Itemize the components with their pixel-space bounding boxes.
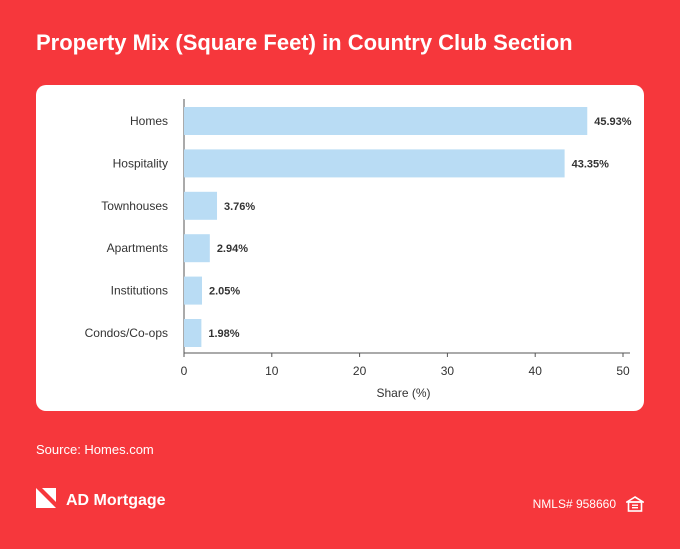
nmls-number: NMLS# 958660 xyxy=(532,497,616,511)
source-note: Source: Homes.com xyxy=(36,442,154,457)
category-label: Townhouses xyxy=(101,199,168,213)
data-label: 45.93% xyxy=(594,116,632,128)
category-label: Hospitality xyxy=(113,156,168,170)
chart-card: Homes 45.93% Hospitality 43.35% Townhouses 3.… xyxy=(36,85,644,411)
category-label: Institutions xyxy=(111,284,168,298)
data-label: 3.76% xyxy=(224,201,255,213)
data-label: 2.05% xyxy=(209,286,240,298)
x-axis-title: Share (%) xyxy=(376,386,430,400)
data-label: 43.35% xyxy=(572,158,610,170)
equal-housing-icon xyxy=(626,496,644,512)
x-tick-label: 10 xyxy=(265,364,279,378)
x-tick-label: 40 xyxy=(529,364,543,378)
nmls-info: NMLS# 958660 xyxy=(533,496,644,512)
x-tick-label: 20 xyxy=(353,364,367,378)
bar xyxy=(184,276,202,305)
bar xyxy=(184,191,218,220)
ad-mortgage-logo-icon xyxy=(36,488,56,513)
bar-chart: Homes 45.93% Hospitality 43.35% Townhouses 3.… xyxy=(85,99,632,400)
x-tick-label: 0 xyxy=(181,364,188,378)
category-label: Condos/Co-ops xyxy=(85,326,168,340)
bar xyxy=(184,319,202,347)
bar xyxy=(184,107,588,135)
category-label: Apartments xyxy=(107,241,168,255)
x-tick-label: 30 xyxy=(441,364,455,378)
brand: AD Mortgage xyxy=(36,488,166,513)
data-label: 2.94% xyxy=(217,243,248,255)
x-tick-label: 50 xyxy=(616,364,630,378)
brand-name: AD Mortgage xyxy=(66,491,166,509)
bar xyxy=(184,149,565,178)
page-title: Property Mix (Square Feet) in Country Cl… xyxy=(36,30,573,55)
data-label: 1.98% xyxy=(208,328,239,340)
category-label: Homes xyxy=(130,114,168,128)
bar xyxy=(184,234,210,263)
